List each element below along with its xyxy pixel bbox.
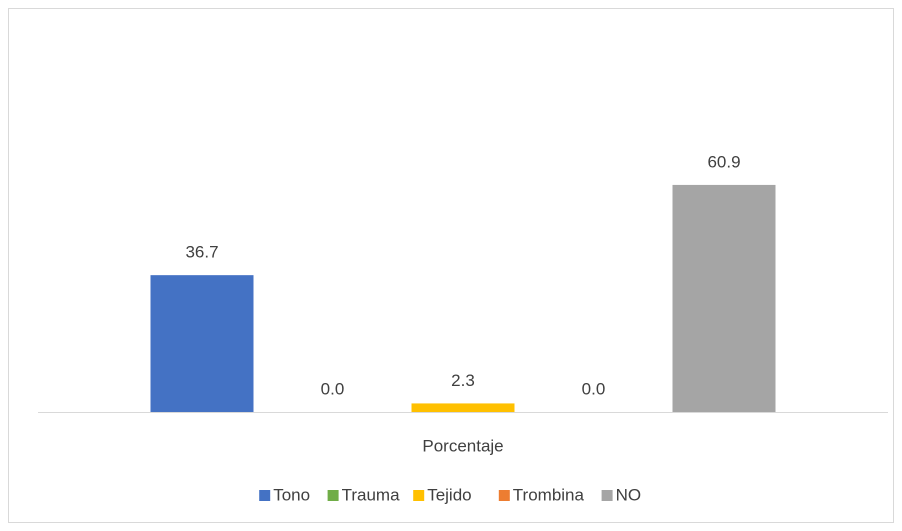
legend-swatch [259,490,271,501]
bar [672,184,776,412]
data-label: 60.9 [707,152,740,171]
bar [411,403,515,412]
legend-swatch [498,490,510,501]
legend-label: Tejido [427,485,471,504]
data-label: 2.3 [451,371,475,390]
data-label: 36.7 [185,243,218,262]
bar [150,275,254,412]
legend-label: NO [616,485,642,504]
data-label: 0.0 [582,379,606,398]
legend-swatch [413,490,425,501]
x-tick-label: Porcentaje [422,436,503,455]
data-label: 0.0 [321,379,345,398]
legend-swatch [601,490,613,501]
legend-label: Trombina [513,485,585,504]
legend-label: Tono [273,485,310,504]
legend-label: Trauma [342,485,400,504]
legend-swatch [327,490,339,501]
